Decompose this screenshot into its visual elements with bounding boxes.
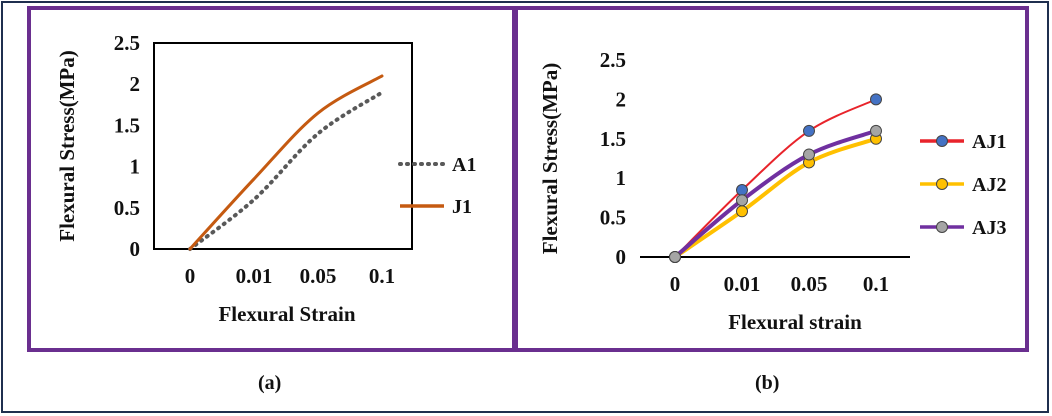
data-point-AJ2: [736, 205, 748, 218]
y-axis-title: Flexural Stress(MPa): [538, 63, 562, 254]
legend-label-AJ2: AJ2: [972, 174, 1006, 196]
data-point-AJ3: [803, 148, 815, 161]
legend-label-J1: J1: [452, 196, 472, 218]
legend-marker-AJ2: [936, 178, 948, 190]
data-point-AJ3: [870, 124, 882, 137]
data-point-AJ1: [803, 124, 815, 137]
series-line-AJ1: [674, 98, 877, 258]
x-tick-label: 0.01: [724, 272, 761, 296]
x-axis-title: Flexural strain: [728, 310, 862, 334]
series-line-J1: [188, 74, 384, 251]
x-tick-label: 0: [670, 272, 681, 296]
data-point-AJ1: [870, 93, 882, 106]
x-tick-label: 0.05: [791, 272, 828, 296]
x-axis-title: Flexural Strain: [218, 302, 355, 326]
legend-marker-AJ3: [936, 221, 948, 233]
legend-label-AJ3: AJ3: [972, 217, 1006, 239]
caption-b: (b): [755, 372, 780, 394]
legend-label-A1: A1: [452, 154, 476, 176]
x-tick-label: 0: [185, 264, 196, 288]
legend-marker-AJ1: [936, 135, 948, 147]
y-tick-label: 1: [616, 166, 627, 190]
caption-a: (a): [258, 372, 282, 394]
y-tick-label: 0: [616, 245, 627, 269]
y-tick-label: 0.5: [600, 206, 626, 230]
x-tick-label: 0.1: [369, 264, 395, 288]
y-tick-label: 2: [130, 72, 141, 96]
x-tick-label: 0.05: [300, 264, 337, 288]
y-tick-label: 2.5: [600, 48, 626, 72]
panel-b-border: [514, 6, 1029, 352]
y-axis-title: Flexural Stress(MPa): [55, 50, 79, 241]
data-point-AJ1: [736, 184, 748, 197]
series-line-AJ2: [673, 136, 878, 259]
plot-area: [153, 42, 413, 250]
y-tick-label: 2: [616, 87, 627, 111]
y-tick-label: 0: [130, 237, 141, 261]
panel-a-border: [27, 6, 516, 352]
data-point-AJ3: [736, 194, 748, 207]
x-tick-label: 0.1: [863, 272, 889, 296]
y-tick-label: 1.5: [600, 127, 626, 151]
legend-label-AJ1: AJ1: [972, 131, 1006, 153]
data-point-AJ3: [669, 251, 681, 263]
x-tick-label: 0.01: [236, 264, 273, 288]
y-tick-label: 1.5: [114, 113, 140, 137]
series-line-AJ3: [673, 128, 878, 259]
y-tick-label: 1: [130, 155, 141, 179]
series-line-A1: [188, 90, 384, 251]
y-tick-label: 2.5: [114, 31, 140, 55]
chart-a: 0 0.5 1 1.5 2 2.5 0 0.01 0.05 0.1 Flexural Strain F…: [55, 31, 476, 326]
y-tick-label: 0.5: [114, 196, 140, 220]
